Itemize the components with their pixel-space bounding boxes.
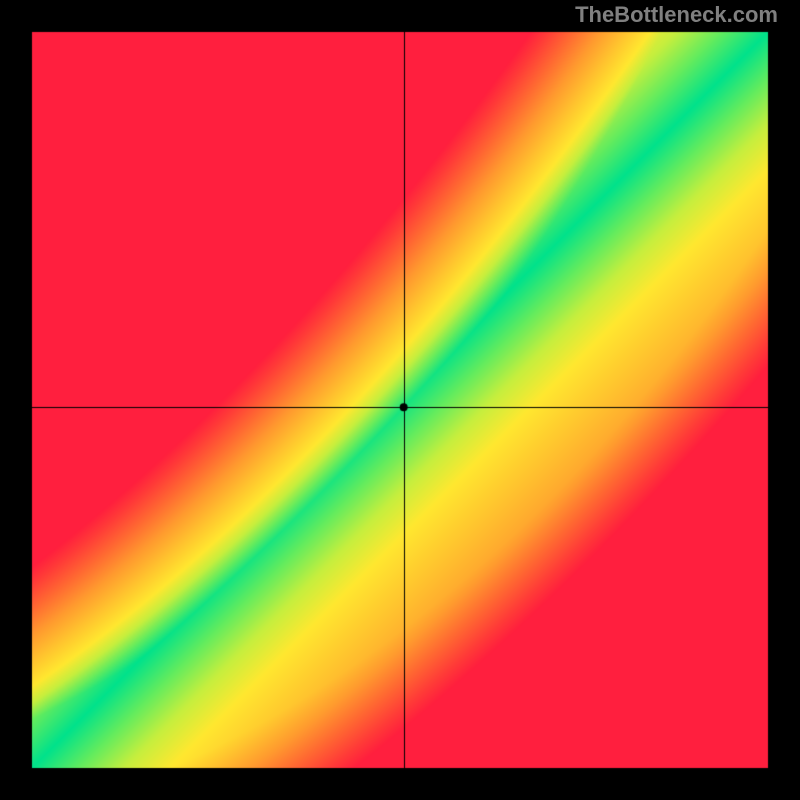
bottleneck-heatmap-canvas	[0, 0, 800, 800]
chart-container: TheBottleneck.com	[0, 0, 800, 800]
watermark-text: TheBottleneck.com	[575, 2, 778, 28]
